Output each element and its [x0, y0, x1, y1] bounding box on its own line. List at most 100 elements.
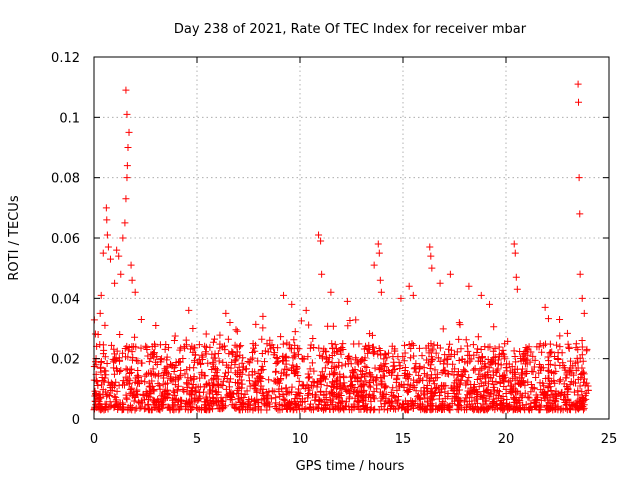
data-point	[108, 383, 116, 391]
data-point	[317, 387, 325, 395]
data-point	[364, 349, 372, 357]
data-point	[227, 388, 235, 396]
data-point	[173, 387, 181, 395]
data-point	[254, 404, 262, 412]
data-point	[278, 402, 286, 410]
data-point	[291, 328, 299, 336]
data-point	[578, 351, 586, 359]
data-point	[291, 403, 299, 411]
data-point	[477, 345, 485, 353]
data-point	[301, 384, 309, 392]
data-point	[366, 346, 374, 354]
data-point	[427, 385, 435, 393]
data-point	[187, 374, 195, 382]
data-point	[153, 361, 161, 369]
data-point	[575, 98, 583, 106]
data-point	[128, 384, 136, 392]
data-point	[346, 317, 354, 325]
data-point	[97, 394, 105, 402]
data-point	[206, 400, 214, 408]
data-point	[134, 398, 142, 406]
data-point	[328, 389, 336, 397]
data-point	[156, 406, 164, 414]
data-point	[187, 397, 195, 405]
data-point	[367, 404, 375, 412]
data-point	[328, 340, 336, 348]
data-point	[171, 332, 179, 340]
data-point	[453, 405, 461, 413]
data-point	[184, 400, 192, 408]
data-point	[296, 389, 304, 397]
data-point	[324, 401, 332, 409]
y-tick-label: 0.12	[51, 51, 80, 66]
data-point	[244, 357, 252, 365]
data-point	[306, 386, 314, 394]
data-point	[512, 273, 520, 281]
data-point	[291, 395, 299, 403]
data-point	[499, 401, 507, 409]
data-point	[307, 382, 315, 389]
data-point	[195, 395, 203, 403]
data-point	[176, 373, 184, 381]
data-point	[99, 350, 107, 358]
data-point	[495, 343, 503, 351]
data-point	[119, 234, 127, 242]
data-point	[361, 372, 369, 380]
data-point	[547, 377, 555, 385]
data-point	[251, 384, 259, 392]
data-point	[459, 371, 467, 379]
data-point	[512, 358, 520, 366]
data-point	[423, 381, 431, 389]
data-point	[436, 279, 444, 287]
data-point	[474, 333, 482, 341]
data-point	[125, 380, 133, 388]
data-point	[243, 387, 251, 395]
data-point	[388, 392, 396, 400]
data-point	[215, 357, 223, 365]
data-point	[263, 393, 271, 401]
data-point	[447, 346, 455, 354]
data-point	[107, 401, 115, 409]
data-point	[156, 356, 164, 364]
data-point	[169, 401, 177, 409]
data-point	[574, 375, 582, 383]
data-point	[94, 381, 102, 389]
data-point	[393, 386, 401, 394]
data-point	[265, 376, 273, 384]
data-point	[92, 390, 100, 398]
data-point	[496, 372, 504, 380]
data-point	[200, 398, 208, 406]
data-point	[454, 368, 462, 376]
data-point	[305, 321, 313, 329]
data-point	[152, 321, 160, 329]
data-point	[574, 80, 582, 88]
data-point	[236, 406, 244, 414]
data-point	[329, 405, 337, 413]
data-point	[533, 343, 541, 351]
data-point	[295, 377, 303, 385]
data-point	[197, 360, 205, 368]
data-point	[540, 341, 548, 349]
data-point	[274, 358, 282, 366]
x-tick-label: 25	[601, 432, 618, 447]
data-point	[421, 387, 429, 395]
data-point	[446, 404, 454, 412]
data-point	[209, 358, 217, 366]
data-point	[347, 377, 355, 385]
data-point	[210, 363, 218, 371]
data-point	[134, 357, 142, 365]
data-point	[566, 381, 574, 389]
data-point	[272, 394, 280, 402]
data-point	[502, 385, 510, 393]
data-point	[476, 392, 484, 400]
data-point	[162, 387, 170, 395]
data-point	[438, 406, 446, 414]
data-point	[479, 403, 487, 411]
data-point	[484, 355, 492, 363]
data-point	[121, 219, 129, 227]
data-point	[506, 382, 514, 390]
data-point	[518, 369, 526, 377]
data-point	[131, 406, 139, 414]
data-point	[564, 384, 572, 392]
data-point	[238, 384, 246, 392]
